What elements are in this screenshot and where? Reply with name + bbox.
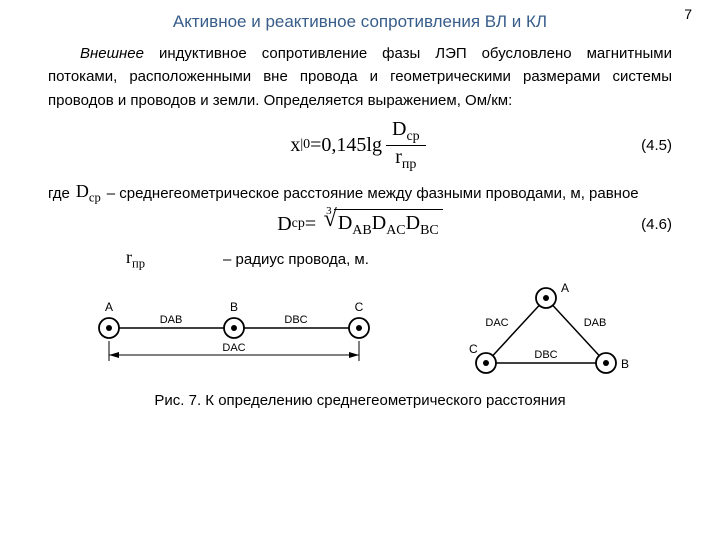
page-title: Активное и реактивное сопротивления ВЛ и… — [48, 12, 672, 32]
where-var: D — [76, 181, 89, 201]
eq46-eqsign: = — [305, 213, 316, 236]
equation-4-5: x|0 = 0,145 lg Dср rпр — [290, 118, 429, 173]
where-line: где Dср – среднегеометрическое расстояни… — [48, 181, 672, 206]
eq45-fraction: Dср rпр — [386, 118, 426, 173]
lin-DAC: DAC — [222, 342, 245, 354]
eq46-t1v: D — [338, 212, 352, 234]
eq46-root: 3 √ DABDACDBC — [318, 209, 443, 239]
eq45-num-var: D — [392, 118, 406, 140]
lin-B: B — [230, 300, 238, 314]
figure-row: A B C DAB DBC DAC — [48, 278, 672, 388]
eq45-eqsign: = — [310, 134, 321, 157]
tri-DAB: DAB — [584, 317, 607, 329]
eq45-num-sub: ср — [406, 129, 419, 144]
where-post: – среднегеометрическое расстояние между … — [107, 185, 639, 202]
equation-4-6: Dср = 3 √ DABDACDBC — [277, 209, 443, 239]
eq45-lhs-var: x — [290, 134, 300, 157]
page: 7 Активное и реактивное сопротивления ВЛ… — [0, 0, 720, 540]
tri-DBC: DBC — [534, 349, 557, 361]
equation-4-5-row: x|0 = 0,145 lg Dср rпр (4.5) — [48, 118, 672, 173]
lin-DBC: DBC — [284, 314, 307, 326]
figure-linear: A B C DAB DBC DAC — [69, 293, 399, 388]
rpr-line: rпр – радиус провода, м. — [48, 247, 672, 272]
tri-A: A — [561, 281, 569, 295]
lin-DAB: DAB — [160, 314, 183, 326]
eq46-t2v: D — [372, 212, 386, 234]
eq46-t2s: AC — [386, 223, 405, 238]
eq45-coef: 0,145 — [321, 134, 366, 157]
paragraph-1: Внешнее индуктивное сопротивление фазы Л… — [48, 42, 672, 112]
eq46-t3v: D — [406, 212, 420, 234]
tri-C: C — [469, 342, 478, 356]
tri-DAC: DAC — [485, 317, 508, 329]
eq46-t1s: AB — [352, 223, 371, 238]
para1-italic: Внешнее — [80, 45, 144, 62]
eq46-lhs-var: D — [277, 213, 291, 236]
figure-caption: Рис. 7. К определению среднегеометрическ… — [48, 392, 672, 409]
lin-A: A — [105, 300, 113, 314]
tri-B: B — [621, 357, 629, 371]
where-var-sub: ср — [89, 190, 101, 204]
where-pre: где — [48, 185, 70, 202]
equation-4-6-number: (4.6) — [628, 216, 672, 233]
equation-4-5-number: (4.5) — [628, 137, 672, 154]
eq45-fn: lg — [366, 134, 382, 157]
eq45-den-sub: пр — [402, 157, 417, 172]
rpr-sub: пр — [132, 257, 145, 271]
eq45-lhs-sub: 0 — [303, 137, 310, 153]
figure-triangle: A C B DAC DAB DBC — [441, 278, 651, 388]
eq45-den-var: r — [395, 146, 402, 168]
eq46-root-deg: 3 — [326, 205, 332, 217]
eq46-t3s: BC — [420, 223, 439, 238]
eq46-lhs-sub: ср — [292, 216, 305, 232]
page-number: 7 — [684, 6, 692, 22]
lin-C: C — [355, 300, 364, 314]
equation-4-6-row: Dср = 3 √ DABDACDBC (4.6) — [48, 209, 672, 239]
rpr-text: – радиус провода, м. — [151, 251, 369, 268]
